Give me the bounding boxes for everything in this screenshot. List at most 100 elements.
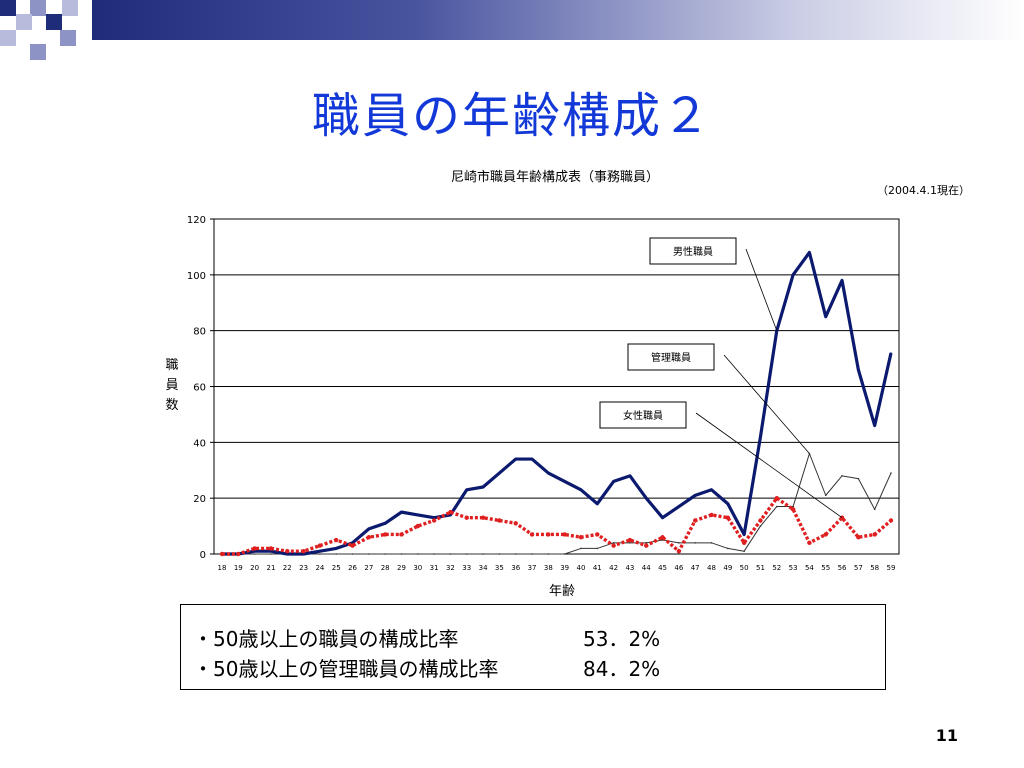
x-tick-label: 51 xyxy=(756,564,765,572)
data-point xyxy=(253,553,256,555)
data-point xyxy=(433,516,435,519)
x-tick-label: 40 xyxy=(577,564,586,572)
corner-square-3 xyxy=(16,14,32,30)
data-point xyxy=(431,518,437,523)
data-point xyxy=(678,505,680,508)
data-point xyxy=(219,551,225,557)
data-point xyxy=(841,475,843,477)
data-point xyxy=(270,550,272,553)
data-point xyxy=(629,542,631,544)
data-point xyxy=(645,497,648,499)
callout-label: 男性職員 xyxy=(673,245,713,258)
data-point xyxy=(595,532,600,537)
data-point xyxy=(368,553,370,555)
data-point xyxy=(301,549,306,554)
x-tick-label: 49 xyxy=(723,564,732,572)
data-point xyxy=(710,488,713,491)
data-point xyxy=(775,505,778,508)
data-point xyxy=(253,550,256,553)
y-tick-label: 100 xyxy=(187,271,206,282)
x-tick-label: 38 xyxy=(544,564,553,572)
data-point xyxy=(612,480,615,483)
data-point xyxy=(824,315,827,318)
x-tick-label: 39 xyxy=(560,564,569,572)
data-point xyxy=(578,535,584,540)
data-point xyxy=(433,553,435,555)
data-point xyxy=(678,542,680,544)
data-point xyxy=(562,532,567,537)
data-point xyxy=(368,528,370,530)
data-point xyxy=(727,502,729,505)
x-tick-label: 20 xyxy=(250,564,259,572)
data-point xyxy=(366,535,372,540)
y-tick-label: 80 xyxy=(193,327,206,338)
data-point xyxy=(629,475,631,477)
x-tick-label: 25 xyxy=(332,564,341,572)
data-point xyxy=(498,472,501,474)
x-tick-label: 36 xyxy=(511,564,520,572)
data-point xyxy=(774,495,779,501)
data-point xyxy=(743,550,745,553)
x-tick-label: 24 xyxy=(315,564,324,572)
x-tick-label: 30 xyxy=(413,564,422,572)
y-tick-label: 0 xyxy=(200,550,206,561)
data-point xyxy=(596,502,599,505)
x-tick-label: 46 xyxy=(674,564,683,572)
data-point xyxy=(384,522,386,525)
data-point xyxy=(382,532,388,537)
x-tick-label: 19 xyxy=(234,564,243,572)
data-point xyxy=(873,508,876,511)
x-tick-label: 59 xyxy=(887,564,896,572)
x-tick-label: 33 xyxy=(462,564,471,572)
data-point xyxy=(400,553,403,555)
corner-square-4 xyxy=(46,14,62,30)
data-point xyxy=(888,518,894,523)
callout-label: 女性職員 xyxy=(623,409,663,422)
callout-leader-line xyxy=(695,412,843,519)
chart-title: 尼崎市職員年齢構成表（事務職員） xyxy=(450,170,659,185)
data-point xyxy=(302,553,305,555)
page-number: 11 xyxy=(935,726,958,745)
corner-square-6 xyxy=(60,30,76,46)
series-line-2 xyxy=(222,453,892,555)
data-point xyxy=(823,532,828,537)
data-point xyxy=(743,533,745,536)
data-point xyxy=(335,553,338,555)
data-point xyxy=(317,543,323,548)
x-tick-label: 56 xyxy=(838,564,847,572)
corner-square-7 xyxy=(30,44,46,60)
data-point xyxy=(741,540,747,546)
data-point xyxy=(596,547,599,550)
data-point xyxy=(563,553,566,555)
data-point xyxy=(399,532,404,537)
data-point xyxy=(661,516,664,519)
summary-row-2: ・50歳以上の管理職員の構成比率 84．2% xyxy=(193,653,660,682)
callout-leader-line xyxy=(723,354,810,454)
x-tick-label: 54 xyxy=(805,564,814,572)
header-gradient-banner xyxy=(92,0,1024,40)
data-point xyxy=(334,537,339,543)
data-point xyxy=(482,486,484,488)
data-point xyxy=(857,477,860,480)
y-axis-title: 職員数 xyxy=(165,358,179,413)
data-point xyxy=(644,543,649,548)
callout-box xyxy=(599,401,687,429)
callout-box xyxy=(649,237,737,265)
data-point xyxy=(547,553,550,555)
x-tick-label: 37 xyxy=(528,564,537,572)
x-tick-label: 31 xyxy=(430,564,439,572)
data-point xyxy=(529,532,535,537)
slide-title: 職員の年齢構成２ xyxy=(311,88,712,144)
data-point xyxy=(645,542,648,544)
data-point xyxy=(872,532,877,537)
y-tick-label: 120 xyxy=(187,215,206,226)
data-point xyxy=(350,543,355,548)
series-line-0 xyxy=(222,250,893,556)
data-point xyxy=(464,515,469,520)
x-tick-label: 32 xyxy=(446,564,455,572)
summary-value: 84．2% xyxy=(583,657,661,681)
data-point xyxy=(268,546,274,551)
data-point xyxy=(676,549,682,554)
x-tick-label: 28 xyxy=(381,564,390,572)
y-tick-label: 40 xyxy=(193,438,206,449)
